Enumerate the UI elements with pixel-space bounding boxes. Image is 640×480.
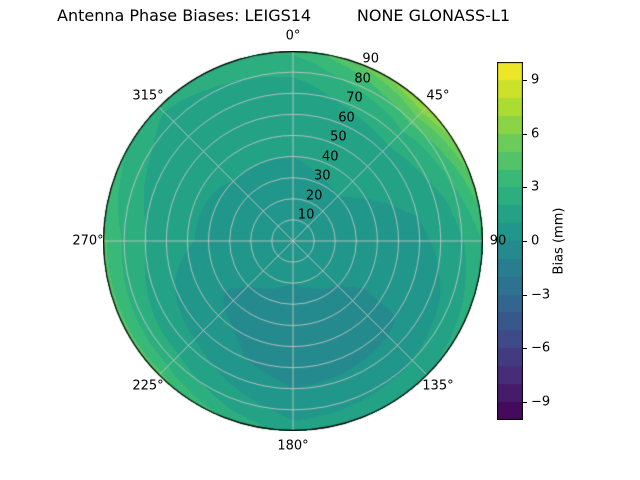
- colorbar-tickmark: [523, 79, 527, 81]
- colorbar-tickmark: [523, 241, 527, 242]
- colorbar-label: Bias (mm): [551, 207, 567, 275]
- colorbar-tickmark: [523, 187, 527, 189]
- colorbar-gradient: [497, 62, 523, 420]
- colorbar-tickmark: [523, 294, 527, 296]
- colorbar-tick-label: −9: [531, 394, 551, 410]
- angular-tick-label: 270°: [72, 233, 104, 249]
- colorbar-tick-label: 9: [531, 72, 540, 88]
- angular-tick-label: 180°: [277, 438, 309, 454]
- colorbar-tickmark: [523, 133, 527, 135]
- polar-heatmap-canvas: [103, 51, 483, 431]
- colorbar-tickmark: [523, 348, 527, 350]
- colorbar-tick-label: 3: [531, 179, 540, 195]
- colorbar-tick-label: 0: [531, 233, 540, 249]
- chart-title: Antenna Phase Biases: LEIGS14 NONE GLONA…: [57, 6, 511, 25]
- colorbar-tick-label: 6: [531, 126, 540, 142]
- angular-tick-label: 0°: [285, 28, 301, 44]
- colorbar-tick-label: −3: [531, 287, 551, 303]
- colorbar-tickmark: [523, 402, 527, 404]
- colorbar-tick-label: −6: [531, 340, 551, 356]
